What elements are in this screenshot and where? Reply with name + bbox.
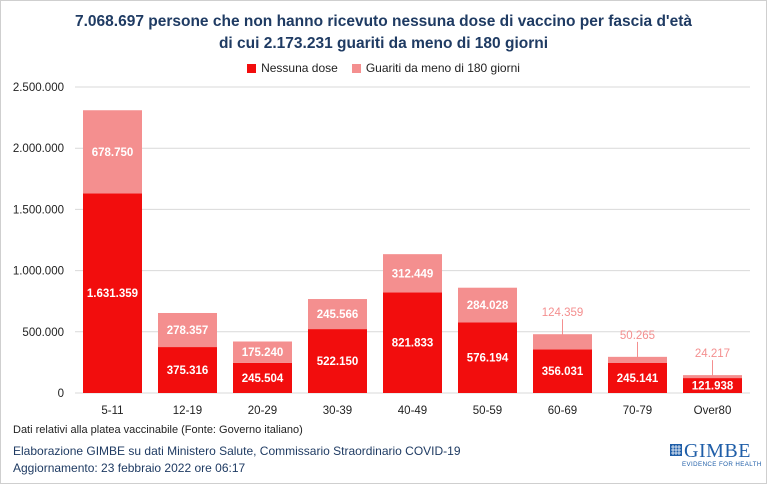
data-label-nessuna-dose: 121.938 (692, 381, 734, 393)
bar-nessuna-dose (608, 362, 667, 393)
data-label-guariti: 284.028 (467, 300, 509, 312)
legend: Nessuna dose Guariti da meno di 180 gior… (0, 61, 767, 75)
x-tick-label: 30-39 (323, 405, 352, 417)
bar-guariti (158, 312, 217, 348)
credit-update: Aggiornamento: 23 febbraio 2022 ore 06:1… (13, 461, 246, 475)
gimbe-logo-tagline: EVIDENCE FOR HEALTH (682, 461, 762, 468)
credit-source: Elaborazione GIMBE su dati Ministero Sal… (13, 444, 461, 458)
legend-label-guariti: Guariti da meno di 180 giorni (365, 61, 520, 75)
data-label-nessuna-dose: 522.150 (317, 356, 359, 368)
y-tick-label: 500.000 (22, 327, 64, 339)
data-label-nessuna-dose: 375.316 (167, 365, 209, 377)
bar-chart: 0 500.000 1.000.000 1.500.000 2.000.000 2.500… (13, 82, 750, 417)
bar-nessuna-dose (458, 322, 517, 393)
bar-nessuna-dose (383, 292, 442, 393)
bar-nessuna-dose (308, 329, 367, 393)
bar-nessuna-dose (233, 362, 292, 393)
y-tick-label: 1.000.000 (13, 266, 64, 278)
bar-nessuna-dose (158, 347, 217, 393)
data-label-nessuna-dose: 245.504 (242, 373, 284, 385)
data-label-guariti: 24.217 (695, 348, 730, 360)
y-tick-label: 0 (58, 388, 64, 400)
x-tick-label: 5-11 (101, 405, 123, 417)
data-label-nessuna-dose: 1.631.359 (87, 288, 138, 300)
legend-item-guariti: Guariti da meno di 180 giorni (351, 61, 520, 75)
data-note: Dati relativi alla platea vaccinabile (F… (13, 424, 303, 436)
x-tick-label: 60-69 (548, 405, 577, 417)
data-label-nessuna-dose: 576.194 (467, 353, 509, 365)
bar-nessuna-dose (533, 349, 592, 393)
chart-subtitle: di cui 2.173.231 guariti da meno di 180 … (218, 35, 549, 52)
bar-nessuna-dose (683, 378, 742, 393)
x-tick-label: 20-29 (248, 405, 277, 417)
y-tick-label: 1.500.000 (13, 204, 64, 216)
data-label-nessuna-dose: 245.141 (617, 373, 659, 385)
x-tick-label: 50-59 (473, 405, 502, 417)
data-label-guariti: 678.750 (92, 147, 134, 159)
gimbe-logo-mark-icon (670, 444, 682, 456)
data-label-nessuna-dose: 821.833 (392, 338, 434, 350)
bar-guariti (458, 287, 517, 323)
x-tick-label: Over80 (694, 405, 732, 417)
data-label-guariti: 124.359 (542, 307, 584, 319)
chart-title: 7.068.697 persone che non hanno ricevuto… (74, 13, 693, 30)
data-label-guariti: 312.449 (392, 268, 434, 280)
data-label-guariti: 245.566 (317, 309, 359, 321)
data-label-guariti: 278.357 (167, 325, 209, 337)
legend-swatch-nessuna-dose (247, 63, 257, 73)
data-label-guariti: 175.240 (242, 347, 284, 359)
gimbe-logo-name: GIMBE (684, 440, 751, 462)
data-label-nessuna-dose: 356.031 (542, 366, 584, 378)
bar-guariti (308, 299, 367, 330)
bar-guariti (233, 341, 292, 363)
legend-item-nessuna-dose: Nessuna dose (247, 61, 338, 75)
legend-swatch-guariti (351, 63, 361, 73)
y-tick-label: 2.500.000 (13, 82, 64, 94)
legend-label-nessuna-dose: Nessuna dose (261, 61, 338, 75)
x-tick-label: 40-49 (398, 405, 427, 417)
bar-guariti (383, 254, 442, 293)
x-tick-label: 12-19 (173, 405, 202, 417)
y-tick-label: 2.000.000 (13, 143, 64, 155)
data-label-guariti: 50.265 (620, 330, 655, 342)
bar-guariti (83, 110, 142, 194)
bar-nessuna-dose (83, 193, 142, 393)
gimbe-logo: GIMBE EVIDENCE FOR HEALTH (668, 440, 761, 472)
x-tick-label: 70-79 (623, 405, 652, 417)
